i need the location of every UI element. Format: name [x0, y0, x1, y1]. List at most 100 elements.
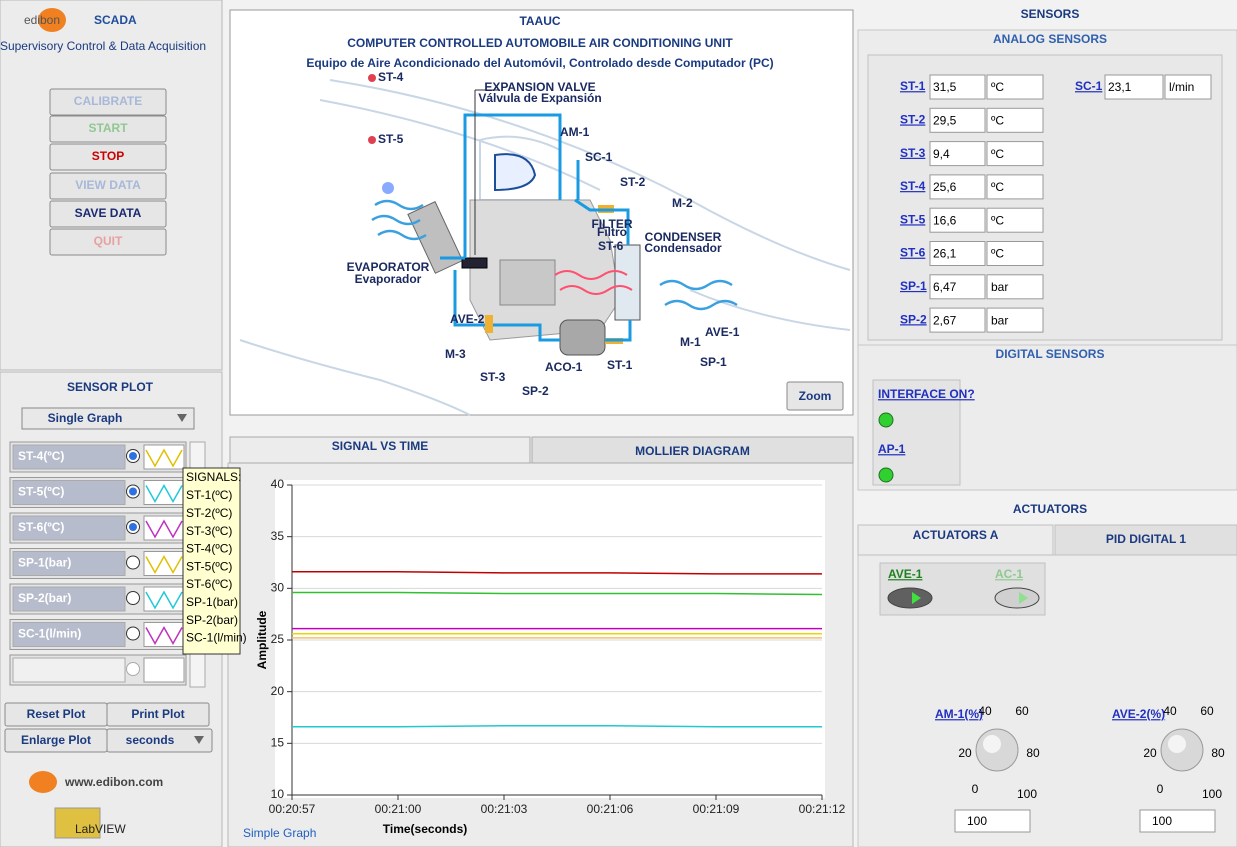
diagram-label: FILTER [591, 217, 632, 231]
units-select-label: seconds [126, 733, 175, 747]
control-button[interactable] [49, 88, 167, 116]
control-button[interactable] [49, 228, 167, 256]
sensors-title: SENSORS [1021, 7, 1080, 21]
signal-label-box [12, 515, 126, 541]
digital-label: AP-1 [878, 442, 906, 456]
sensor-value-box [929, 207, 986, 233]
labview-logo [54, 807, 101, 839]
knob-value-box[interactable] [1139, 809, 1216, 833]
diagram-label: ST-4 [378, 70, 404, 84]
knob-value-box[interactable] [954, 809, 1031, 833]
tab-label: MOLLIER DIAGRAM [635, 444, 750, 458]
sensor-unit-box [986, 174, 1044, 200]
signal-label-box [12, 444, 126, 470]
sensor-plot-title: SENSOR PLOT [67, 380, 154, 394]
x-tick-label: 00:21:00 [375, 802, 422, 816]
control-button[interactable] [49, 200, 167, 228]
tab[interactable] [1054, 524, 1237, 556]
knob-scale-label: 0 [1157, 782, 1164, 796]
tooltip-item: ST-1(ºC) [186, 488, 232, 502]
signal-radio[interactable] [126, 662, 140, 676]
diagram-label: AM-1 [560, 125, 590, 139]
tab[interactable] [229, 436, 531, 464]
x-tick-label: 00:21:06 [587, 802, 634, 816]
control-button[interactable] [49, 143, 167, 171]
knob-scale-label: 20 [958, 746, 972, 760]
sensor-unit: bar [991, 313, 1008, 327]
sensor-unit: l/min [1169, 80, 1194, 94]
tooltip-item: SC-1(l/min) [186, 631, 247, 645]
knob-scale-label: 20 [1143, 746, 1157, 760]
tooltip-heading: SIGNALS: [186, 470, 241, 484]
control-button[interactable] [49, 172, 167, 200]
knob-label: AVE-2(%) [1112, 707, 1165, 721]
sensor-label: SP-1 [900, 279, 927, 293]
tab[interactable] [531, 436, 854, 464]
signal-radio[interactable] [126, 626, 140, 641]
control-button-label: SAVE DATA [75, 206, 142, 220]
tab-label: SIGNAL VS TIME [332, 439, 428, 453]
plot-area [275, 480, 825, 798]
sensor-label: ST-3 [900, 146, 926, 160]
logo-badge [38, 8, 66, 32]
diagram-label: SC-1 [585, 150, 613, 164]
signal-label-box [12, 586, 126, 612]
x-tick-label: 00:20:57 [269, 802, 316, 816]
logo-brand: edibon [24, 13, 60, 27]
sensor-value: 31,5 [933, 80, 957, 94]
sensor-value-box [1104, 74, 1164, 100]
diagram-label: AVE-2 [450, 312, 485, 326]
diagram-label: ST-2 [620, 175, 646, 189]
analog-box [867, 54, 1223, 341]
sensor-label: SP-2 [900, 312, 927, 326]
plot-button[interactable] [106, 702, 210, 727]
signal-radio[interactable] [126, 555, 140, 570]
signal-label-box [12, 480, 126, 505]
knob-scale-label: 100 [1017, 787, 1037, 801]
sensor-value-box [929, 307, 986, 333]
sensor-value-box [929, 174, 986, 200]
knob-scale-label: 40 [1163, 704, 1177, 718]
footer-software: LabVIEW [75, 822, 126, 836]
control-button-label: START [88, 121, 128, 135]
signal-radio[interactable] [126, 591, 140, 605]
toggle-switch[interactable] [994, 587, 1040, 609]
sensor-unit-box [986, 107, 1044, 133]
footer-website: www.edibon.com [64, 775, 163, 789]
zoom-button-label: Zoom [799, 389, 832, 403]
signal-label-box [12, 657, 126, 683]
diagram-label: Válvula de Expansión [478, 91, 601, 105]
sensor-label: ST-6 [900, 246, 926, 260]
diagram-label: ST-1 [607, 358, 633, 372]
sensor-value: 23,1 [1108, 80, 1132, 94]
toggle-switch[interactable] [887, 587, 933, 609]
control-button[interactable] [49, 115, 167, 143]
diagram-label: EXPANSION VALVE [484, 80, 595, 94]
y-tick-label: 40 [271, 477, 285, 491]
zoom-button[interactable] [786, 381, 844, 411]
sensor-unit: bar [991, 280, 1008, 294]
mode-select[interactable] [21, 407, 195, 430]
actuators-title: ACTUATORS [1013, 502, 1087, 516]
sensor-value: 16,6 [933, 213, 957, 227]
tab[interactable] [857, 524, 1054, 556]
diagram-label: ST-3 [480, 370, 506, 384]
signal-radio-dot [129, 523, 137, 531]
sensor-label: ST-5 [900, 212, 926, 226]
y-tick-label: 10 [271, 787, 285, 801]
tooltip-item: ST-2(ºC) [186, 506, 232, 520]
tooltip [182, 467, 241, 655]
diagram-label: ST-5 [378, 132, 404, 146]
toggle-indicator [1019, 592, 1028, 604]
knob-scale-label: 80 [1026, 746, 1040, 760]
diagram-label: Filtro [597, 225, 627, 239]
toggle-indicator [912, 592, 921, 604]
sensor-label: ST-2 [900, 112, 926, 126]
knob-scale-label: 60 [1200, 704, 1214, 718]
x-tick-label: 00:21:09 [693, 802, 740, 816]
signal-label-box [12, 551, 126, 576]
units-select[interactable] [106, 728, 213, 753]
y-axis-label: Amplitude [255, 610, 269, 669]
sensor-value-box [929, 74, 986, 100]
sensor-unit-box [986, 141, 1044, 167]
